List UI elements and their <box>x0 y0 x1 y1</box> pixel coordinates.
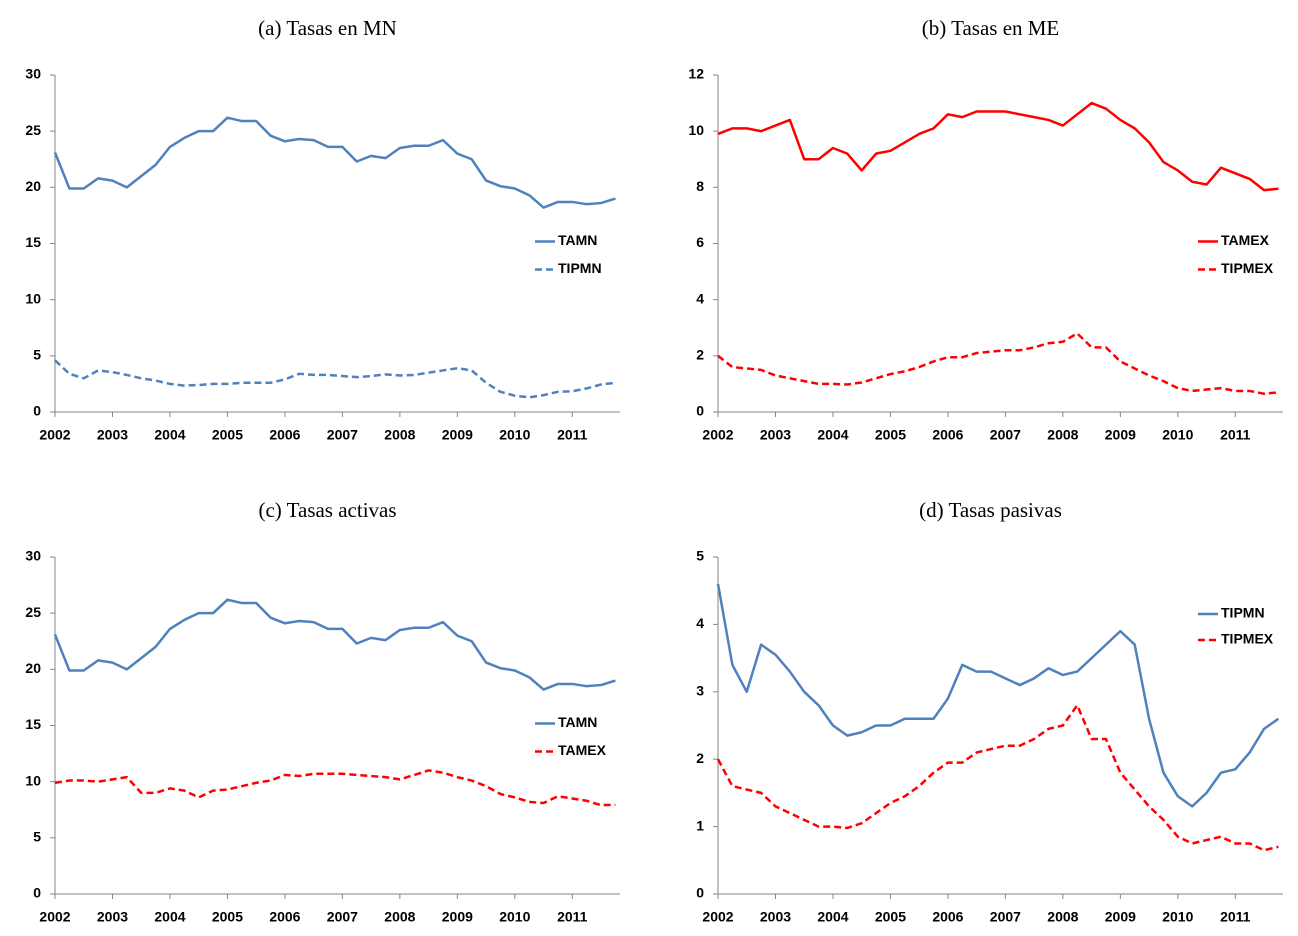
x-tick-label: 2002 <box>702 909 733 925</box>
series-line <box>716 583 1280 808</box>
x-tick-label: 2011 <box>557 427 588 443</box>
x-tick-label: 2008 <box>1047 427 1078 443</box>
x-tick-label: 2005 <box>875 427 906 443</box>
y-tick-label: 25 <box>25 122 41 138</box>
y-tick-label: 20 <box>25 178 41 194</box>
x-tick-label: 2002 <box>39 909 70 925</box>
y-tick-label: 30 <box>25 548 41 564</box>
x-tick-label: 2008 <box>384 427 415 443</box>
y-tick-label: 10 <box>25 772 41 788</box>
y-tick-label: 2 <box>696 347 704 363</box>
x-tick-label: 2006 <box>932 427 963 443</box>
x-tick-label: 2003 <box>97 909 128 925</box>
x-tick-label: 2005 <box>212 427 243 443</box>
y-tick-label: 10 <box>688 122 704 138</box>
legend-label: TIPMN <box>1221 605 1265 621</box>
legend-label: TIPMN <box>558 260 602 276</box>
y-tick-label: 0 <box>696 885 704 901</box>
legend-label: TAMN <box>558 714 597 730</box>
chart-title: (b) Tasas en ME <box>922 16 1060 40</box>
y-tick-label: 5 <box>33 829 41 845</box>
x-tick-label: 2004 <box>817 909 848 925</box>
x-tick-label: 2006 <box>932 909 963 925</box>
x-tick-label: 2008 <box>384 909 415 925</box>
x-tick-label: 2011 <box>1220 427 1251 443</box>
series-line <box>54 769 616 807</box>
chart-title: (a) Tasas en MN <box>258 16 397 40</box>
y-tick-label: 4 <box>696 290 704 306</box>
x-tick-label: 2005 <box>875 909 906 925</box>
x-tick-label: 2011 <box>557 909 588 925</box>
series-line <box>53 598 616 691</box>
y-tick-label: 30 <box>25 66 41 82</box>
y-tick-label: 2 <box>696 750 704 766</box>
x-tick-label: 2010 <box>499 427 530 443</box>
y-tick-label: 15 <box>25 234 41 250</box>
chart-title: (c) Tasas activas <box>258 498 396 522</box>
y-tick-label: 25 <box>25 604 41 620</box>
y-tick-label: 10 <box>25 290 41 306</box>
y-tick-label: 8 <box>696 178 704 194</box>
x-tick-label: 2007 <box>327 909 358 925</box>
x-tick-label: 2008 <box>1047 909 1078 925</box>
x-tick-label: 2010 <box>1162 909 1193 925</box>
y-tick-label: 0 <box>33 885 41 901</box>
y-tick-label: 12 <box>688 66 704 82</box>
series-line <box>53 116 616 209</box>
x-tick-label: 2006 <box>269 427 300 443</box>
y-tick-label: 0 <box>33 403 41 419</box>
x-tick-label: 2011 <box>1220 909 1251 925</box>
chart-title: (d) Tasas pasivas <box>919 498 1062 522</box>
x-tick-label: 2009 <box>442 427 473 443</box>
x-tick-label: 2010 <box>499 909 530 925</box>
y-tick-label: 0 <box>696 403 704 419</box>
y-tick-label: 5 <box>33 347 41 363</box>
x-tick-label: 2003 <box>760 909 791 925</box>
x-tick-label: 2004 <box>817 427 848 443</box>
x-tick-label: 2003 <box>760 427 791 443</box>
legend-label: TAMN <box>558 232 597 248</box>
x-tick-label: 2009 <box>1105 909 1136 925</box>
x-tick-label: 2003 <box>97 427 128 443</box>
y-tick-label: 15 <box>25 716 41 732</box>
legend-label: TAMEX <box>558 742 607 758</box>
x-tick-label: 2010 <box>1162 427 1193 443</box>
y-tick-label: 1 <box>696 817 704 833</box>
x-tick-label: 2002 <box>702 427 733 443</box>
series-line <box>717 332 1279 395</box>
series-line <box>716 704 1279 852</box>
y-tick-label: 6 <box>696 234 704 250</box>
y-tick-label: 3 <box>696 683 704 699</box>
legend-label: TIPMEX <box>1221 631 1274 647</box>
y-tick-label: 5 <box>696 548 704 564</box>
x-tick-label: 2007 <box>327 427 358 443</box>
x-tick-label: 2009 <box>442 909 473 925</box>
x-tick-label: 2005 <box>212 909 243 925</box>
y-tick-label: 20 <box>25 660 41 676</box>
x-tick-label: 2004 <box>154 427 185 443</box>
series-line <box>54 359 616 399</box>
x-tick-label: 2002 <box>39 427 70 443</box>
x-tick-label: 2009 <box>1105 427 1136 443</box>
x-tick-label: 2007 <box>990 427 1021 443</box>
x-tick-label: 2006 <box>269 909 300 925</box>
series-line <box>717 101 1279 192</box>
legend-label: TIPMEX <box>1221 260 1274 276</box>
x-tick-label: 2004 <box>154 909 185 925</box>
legend-label: TAMEX <box>1221 232 1270 248</box>
x-tick-label: 2007 <box>990 909 1021 925</box>
y-tick-label: 4 <box>696 615 704 631</box>
